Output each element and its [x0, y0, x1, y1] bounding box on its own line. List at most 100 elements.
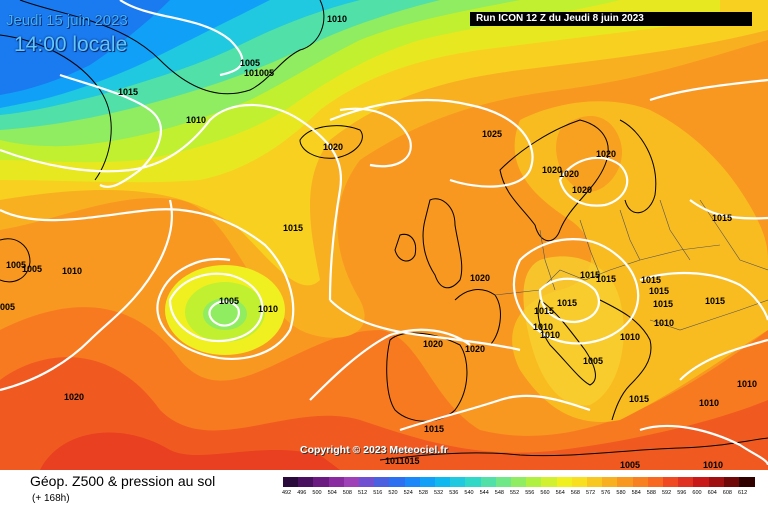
- isobar-label: 1005: [22, 264, 42, 274]
- legend-swatch: [389, 477, 406, 487]
- legend-swatch: [541, 477, 558, 487]
- isobar-label: 1020: [465, 344, 485, 354]
- legend-swatch: [313, 477, 330, 487]
- legend-label: 556: [525, 490, 535, 496]
- legend-label: 544: [479, 490, 489, 496]
- isobar-label: 1005: [6, 260, 26, 270]
- isobar-label: 1020: [542, 165, 562, 175]
- legend-label: 608: [722, 490, 732, 496]
- legend-swatch: [556, 477, 573, 487]
- legend-label: 592: [662, 490, 672, 496]
- isobar-label: 1020: [596, 149, 616, 159]
- isobar-label: 1011015: [385, 456, 420, 466]
- scandinavia: [499, 119, 657, 242]
- legend-label: 568: [570, 490, 580, 496]
- isobar-label: 1015: [629, 394, 649, 404]
- legend-swatch: [374, 477, 390, 487]
- legend-swatch: [283, 477, 299, 487]
- legend-swatch: [480, 477, 497, 487]
- legend-swatch: [739, 477, 755, 487]
- iberia: [386, 332, 468, 422]
- isobar-label: 1015: [653, 299, 673, 309]
- forecast-time: 14:00 locale: [14, 33, 128, 56]
- isobar-label: 1010: [327, 14, 347, 24]
- map-title: Géop. Z500 & pression au sol: [30, 473, 216, 489]
- legend-swatch: [617, 477, 634, 487]
- isobar-label: 1010: [186, 115, 206, 125]
- legend-label: 596: [677, 490, 687, 496]
- greenland-coast: [0, 0, 325, 181]
- legend-label: 508: [342, 490, 352, 496]
- model-run-banner: Run ICON 12 Z du Jeudi 8 juin 2023: [470, 12, 752, 26]
- iceland-coast: [299, 125, 363, 159]
- isobar-label: 1020: [470, 273, 490, 283]
- geopotential-map: 1010 1005 101005 1015 1010 1020 1025 102…: [0, 0, 768, 470]
- legend-label: 580: [616, 490, 626, 496]
- isobar-label: 1015: [641, 275, 661, 285]
- legend-swatch: [678, 477, 694, 487]
- italy-low: [523, 256, 624, 406]
- legend-swatch: [298, 477, 314, 487]
- isobars: [0, 0, 768, 466]
- band-588-south: [0, 357, 768, 470]
- balkans: [599, 299, 652, 421]
- legend-label: 536: [449, 490, 459, 496]
- isobar-label: 1015: [283, 223, 303, 233]
- isobar-label: 1015: [118, 87, 138, 97]
- legend-label: 584: [631, 490, 641, 496]
- isobar-label: 1015: [557, 298, 577, 308]
- isobar-labels: 1010 1005 101005 1015 1010 1020 1025 102…: [0, 14, 757, 470]
- isobar-label: 1005: [219, 296, 239, 306]
- isobar-label: 1020: [559, 169, 579, 179]
- isobar-label: 1010: [62, 266, 82, 276]
- legend-label: 572: [586, 490, 596, 496]
- isobar-label: 1005: [240, 58, 260, 68]
- band-592-south: [40, 432, 340, 470]
- legend-label: 512: [358, 490, 368, 496]
- legend-label: 552: [510, 490, 520, 496]
- isobar-label: 1020: [572, 185, 592, 195]
- forecast-date: Jeudi 15 juin 2023: [6, 12, 128, 29]
- isobar-label: 1015: [712, 213, 732, 223]
- legend-swatch: [511, 477, 527, 487]
- legend-swatch: [465, 477, 482, 487]
- band-524: [0, 0, 170, 95]
- legend-label: 576: [601, 490, 611, 496]
- isobar-label: 1015: [424, 424, 444, 434]
- scandinavia-warm: [556, 116, 622, 192]
- legend-swatch: [571, 477, 588, 487]
- isobar-label: 1005: [583, 356, 603, 366]
- isobar-label: 1015: [534, 306, 554, 316]
- isobar-label: 1015: [580, 270, 600, 280]
- copyright: Copyright © 2023 Meteociel.fr: [300, 444, 448, 456]
- isobar-label: 1005: [620, 460, 640, 470]
- isobar-label: 1010: [737, 379, 757, 389]
- legend-swatch: [587, 477, 603, 487]
- legend-label: 500: [312, 490, 322, 496]
- legend-swatch: [359, 477, 375, 487]
- legend-swatch: [723, 477, 740, 487]
- legend-swatch: [328, 477, 345, 487]
- north-africa: [379, 437, 768, 461]
- legend-swatch: [404, 477, 421, 487]
- forecast-range: (+ 168h): [32, 493, 70, 504]
- isobar-label: 1025: [482, 129, 502, 139]
- isobar-label: 1010: [703, 460, 723, 470]
- legend-label: 588: [646, 490, 656, 496]
- isobar-label: 1010: [654, 318, 674, 328]
- legend-swatch: [632, 477, 649, 487]
- legend-swatch: [602, 477, 618, 487]
- british-isles: [394, 198, 463, 289]
- legend-swatch: [663, 477, 679, 487]
- legend-swatch: [708, 477, 725, 487]
- isobar-label: 1015: [649, 286, 669, 296]
- legend-label: 560: [540, 490, 550, 496]
- legend-label: 492: [282, 490, 292, 496]
- legend-swatch: [435, 477, 451, 487]
- isobar-label: 1020: [423, 339, 443, 349]
- legend-swatch: [693, 477, 710, 487]
- legend-label: 600: [692, 490, 702, 496]
- legend-label: 604: [707, 490, 717, 496]
- legend-label: 540: [464, 490, 474, 496]
- isobar-label: 1010: [620, 332, 640, 342]
